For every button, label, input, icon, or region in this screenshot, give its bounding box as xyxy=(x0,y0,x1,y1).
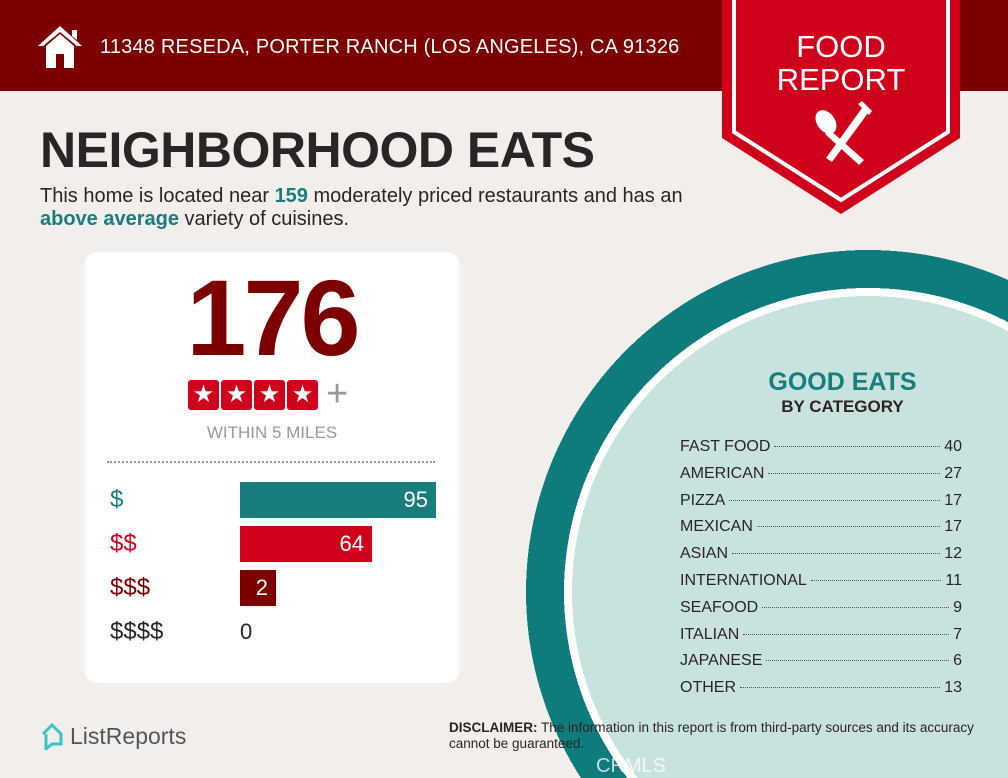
watermark: CRMLS xyxy=(596,755,667,777)
category-item: JAPANESE 6 xyxy=(680,651,962,678)
dot-leader xyxy=(768,472,941,474)
star-icon: ★ xyxy=(287,380,318,410)
star-icon: ★ xyxy=(254,380,285,410)
property-address: 11348 RESEDA, PORTER RANCH (LOS ANGELES)… xyxy=(100,36,680,58)
spoon-fork-icon xyxy=(815,101,872,165)
category-item: MEXICAN 17 xyxy=(680,517,962,544)
price-level-row: $95 xyxy=(110,482,440,518)
price-level-label: $ xyxy=(110,486,124,513)
category-item: SEAFOOD 9 xyxy=(680,598,962,625)
category-name: PIZZA xyxy=(680,491,726,509)
category-count: 11 xyxy=(945,571,962,589)
price-level-label: $$$$ xyxy=(110,618,164,645)
price-level-value: 0 xyxy=(240,619,253,644)
price-level-bar: 2 xyxy=(240,570,276,606)
category-count: 9 xyxy=(953,598,962,616)
badge-title: FOOD REPORT xyxy=(776,29,906,97)
category-name: INTERNATIONAL xyxy=(680,571,807,589)
category-name: MEXICAN xyxy=(680,518,753,536)
price-level-label: $$ xyxy=(110,530,137,557)
house-icon xyxy=(38,26,82,68)
listreports-logo: ListReports xyxy=(40,722,186,750)
category-list: FAST FOOD 40 AMERICAN 27 PIZZA 17 MEXICAN 17 ASI… xyxy=(680,437,962,705)
category-count: 17 xyxy=(944,518,962,536)
price-level-row: $$$ 2 xyxy=(110,570,440,606)
intro-text: This home is located near 159 moderately… xyxy=(40,185,683,230)
category-name: ITALIAN xyxy=(680,625,740,643)
logo-text: ListReports xyxy=(70,723,187,749)
star-icon: ★ xyxy=(221,380,252,410)
category-count: 13 xyxy=(944,679,962,697)
food-report-badge xyxy=(722,0,960,214)
dot-leader xyxy=(743,633,950,635)
category-name: JAPANESE xyxy=(680,652,763,670)
categories-title: GOOD EATS xyxy=(768,368,917,396)
category-name: AMERICAN xyxy=(680,464,765,482)
category-name: FAST FOOD xyxy=(680,438,771,455)
categories-subtitle: BY CATEGORY xyxy=(781,397,904,416)
price-level-row: $$$$ 0 xyxy=(110,614,440,650)
category-item: ASIAN 12 xyxy=(680,544,962,571)
price-level-bar: 95 xyxy=(240,482,436,518)
price-level-label: $$$ xyxy=(110,574,151,601)
category-item: ITALIAN 7 xyxy=(680,625,962,652)
disclaimer: DISCLAIMER: The information in this repo… xyxy=(449,720,974,751)
star-icon: ★ xyxy=(188,380,219,410)
dot-leader xyxy=(732,553,941,555)
total-restaurants: 176 xyxy=(186,257,360,378)
category-item: PIZZA 17 xyxy=(680,491,962,518)
category-count: 6 xyxy=(953,652,962,670)
category-item: OTHER 13 xyxy=(680,678,962,705)
category-name: OTHER xyxy=(680,679,736,697)
category-count: 7 xyxy=(953,625,962,643)
price-level-row: $$ 64 xyxy=(110,526,440,562)
plus-sign: + xyxy=(326,373,349,415)
category-count: 17 xyxy=(944,491,962,509)
restaurant-summary-card: 176 ★ ★ ★ ★ + WITHIN 5 MILES $95 $$ 64 $$$ 2 $$$… xyxy=(85,252,459,683)
category-count: 40 xyxy=(944,438,962,455)
category-name: ASIAN xyxy=(680,545,729,563)
star-rating: ★ ★ ★ ★ xyxy=(188,380,318,410)
category-count: 12 xyxy=(944,545,962,563)
page-title: NEIGHBORHOOD EATS xyxy=(40,122,595,178)
category-item: AMERICAN 27 xyxy=(680,464,962,491)
dot-leader xyxy=(756,526,941,528)
dot-leader xyxy=(810,579,942,581)
categories-heading: GOOD EATS BY CATEGORY xyxy=(680,368,1008,417)
category-count: 27 xyxy=(944,464,962,482)
dot-leader xyxy=(729,499,941,501)
radius-label: WITHIN 5 MILES xyxy=(206,423,338,442)
dot-leader xyxy=(762,606,950,608)
divider xyxy=(107,461,435,463)
dot-leader xyxy=(740,687,941,689)
category-item: FAST FOOD 40 xyxy=(680,437,962,464)
dot-leader xyxy=(766,660,950,662)
dot-leader xyxy=(774,446,941,447)
price-level-bar: 64 xyxy=(240,526,373,562)
category-item: INTERNATIONAL 11 xyxy=(680,571,962,598)
category-name: SEAFOOD xyxy=(680,598,759,616)
